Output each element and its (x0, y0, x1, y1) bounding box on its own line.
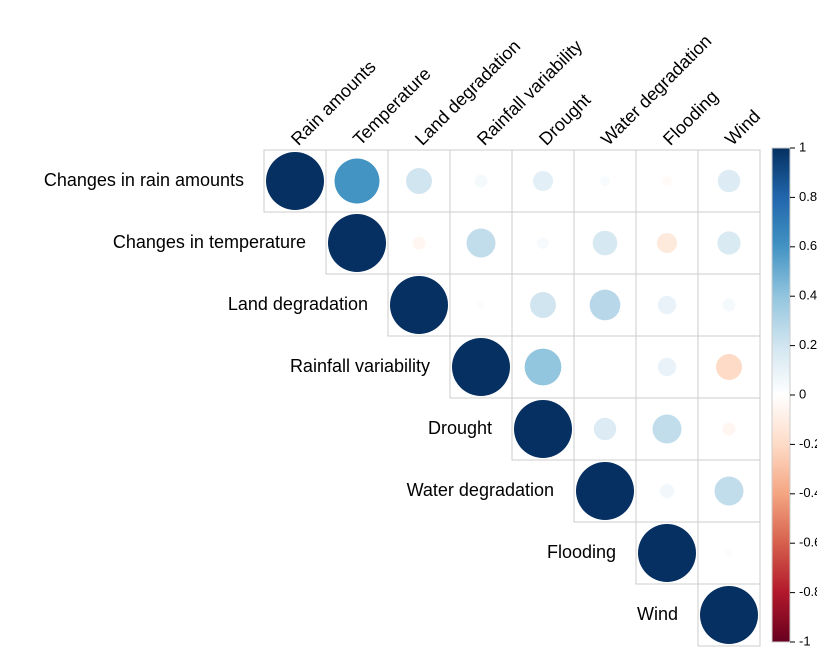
column-label: Water degradation (597, 31, 715, 149)
row-label: Water degradation (407, 480, 554, 500)
correlation-circle (406, 168, 432, 194)
colorbar-tick-label: -0.4 (799, 485, 817, 500)
row-label: Changes in temperature (113, 232, 306, 252)
column-label: Flooding (659, 86, 722, 149)
correlation-circle (722, 298, 736, 312)
colorbar-tick-label: 0 (799, 386, 806, 401)
correlation-circle (537, 237, 549, 249)
colorbar-tick-label: 0.6 (799, 238, 817, 253)
correlation-circle (589, 289, 621, 321)
colorbar (771, 147, 791, 643)
row-label: Drought (428, 418, 492, 438)
cell (697, 583, 761, 647)
column-label: Land degradation (411, 36, 524, 149)
correlation-circle (657, 357, 677, 377)
correlation-circle (656, 232, 678, 254)
correlation-circle (390, 276, 448, 334)
correlation-circle (717, 231, 741, 255)
row-label: Wind (637, 604, 678, 624)
correlation-circle (652, 414, 682, 444)
row-label: Rainfall variability (290, 356, 430, 376)
correlation-circle (714, 476, 744, 506)
column-label: Wind (721, 106, 764, 149)
colorbar-tick-label: 0.8 (799, 189, 817, 204)
correlation-circle (532, 170, 554, 192)
correlation-circle (717, 169, 741, 193)
column-label: Drought (535, 90, 594, 149)
correlation-circle (599, 175, 611, 187)
correlation-circle (716, 354, 742, 380)
correlation-circle (334, 158, 380, 204)
correlation-circle (722, 422, 736, 436)
correlation-circle (530, 292, 556, 318)
colorbar-tick-label: 0.4 (799, 288, 817, 303)
row-label: Changes in rain amounts (44, 170, 244, 190)
correlation-circle (476, 300, 486, 310)
colorbar-tick-label: 0.2 (799, 337, 817, 352)
colorbar-tick-label: -0.8 (799, 584, 817, 599)
correlation-circle (700, 586, 758, 644)
correlation-circle (328, 214, 386, 272)
colorbar-tick-label: -0.6 (799, 535, 817, 550)
row-label: Land degradation (228, 294, 368, 314)
correlation-circle (602, 364, 608, 370)
colorbar-tick-label: 1 (799, 139, 806, 154)
correlation-circle (524, 348, 562, 386)
correlation-circle (592, 230, 618, 256)
row-label: Flooding (547, 542, 616, 562)
column-label: Rainfall variability (473, 36, 586, 149)
colorbar-tick-label: -0.2 (799, 436, 817, 451)
colorbar-tick-label: -1 (799, 633, 811, 648)
correlation-circle (657, 295, 677, 315)
correlation-circle (724, 548, 734, 558)
correlation-circle (474, 174, 488, 188)
correlation-circle (466, 228, 496, 258)
correlation-circle (661, 175, 673, 187)
correlation-circle (593, 417, 617, 441)
correlation-circle (576, 462, 634, 520)
correlation-circle (412, 236, 426, 250)
correlation-circle (266, 152, 324, 210)
correlation-circle (638, 524, 696, 582)
correlation-circle (659, 483, 675, 499)
correlation-circle (514, 400, 572, 458)
correlation-circle (452, 338, 510, 396)
